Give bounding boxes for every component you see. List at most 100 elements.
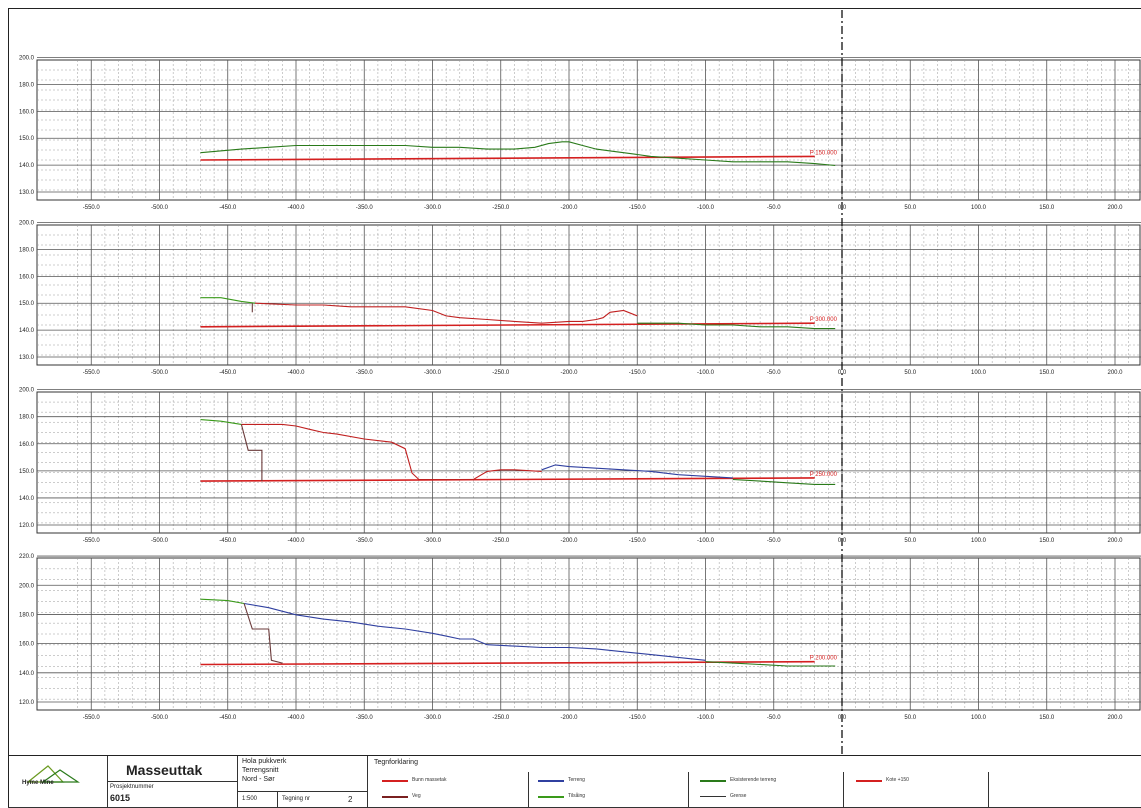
drawing-title: Masseuttak: [126, 762, 203, 778]
y-tick-label: 160.0: [19, 642, 35, 648]
legend-swatch: [856, 780, 882, 782]
subtitle-line2: Terrengsnitt: [242, 767, 279, 774]
subtitle-line1: Hola pukkverk: [242, 758, 287, 765]
y-tick-label: 220.0: [19, 554, 35, 560]
series-line: [637, 322, 836, 330]
x-tick-label: -100.0: [697, 715, 715, 721]
series-line: [254, 302, 638, 324]
series-line: [732, 478, 836, 485]
x-tick-label: -450.0: [219, 370, 237, 376]
y-tick-label: 200.0: [19, 388, 35, 394]
x-tick-label: -300.0: [424, 538, 442, 544]
x-tick-label: -450.0: [219, 715, 237, 721]
x-tick-label: 200.0: [1107, 205, 1123, 211]
x-tick-label: -50.0: [767, 370, 781, 376]
x-tick-label: -400.0: [287, 205, 305, 211]
profile-charts: 130.0 140.0 150.0 160.0 180.0 200.0 -550.0 -500…: [19, 10, 1141, 755]
y-tick-label: 160.0: [19, 442, 35, 448]
y-tick-label: 120.0: [19, 700, 35, 706]
subtitle-line3: Nord - Sør: [242, 776, 275, 783]
legend-cell: Tegnforklaring Bunn massetak Veg Terreng…: [368, 756, 1141, 808]
series-line: [541, 464, 733, 479]
legend-swatch: [700, 796, 726, 797]
x-tick-label: 50.0: [904, 205, 916, 211]
x-tick-label: -150.0: [629, 538, 647, 544]
legend-label: Eksisterende terreng: [730, 777, 777, 783]
scale-cell: 1:500: [238, 792, 278, 808]
x-tick-label: -100.0: [697, 205, 715, 211]
series-line: [200, 141, 836, 167]
legend-label: Tilsåing: [568, 793, 586, 799]
series-line: [200, 322, 815, 328]
logo-cell: Hyme Mine: [8, 756, 108, 808]
series-line: [243, 603, 283, 664]
y-tick-label: 140.0: [19, 328, 35, 334]
drawing-number-cell: Tegning nr 2: [278, 792, 368, 808]
x-tick-label: -450.0: [219, 538, 237, 544]
scale-label: 1:500: [242, 796, 258, 802]
legend-title: Tegnforklaring: [374, 759, 418, 766]
x-tick-label: 200.0: [1107, 715, 1123, 721]
x-tick-label: -500.0: [151, 205, 169, 211]
x-tick-label: -550.0: [83, 715, 101, 721]
legend-swatch: [382, 796, 408, 798]
legend-label: Bunn massetak: [412, 777, 447, 783]
y-tick-label: 180.0: [19, 415, 35, 421]
y-tick-label: 180.0: [19, 247, 35, 253]
x-tick-label: 150.0: [1039, 370, 1055, 376]
y-tick-label: 180.0: [19, 612, 35, 618]
legend-label: Grense: [730, 793, 747, 799]
legend-swatch: [538, 796, 564, 798]
y-tick-label: 160.0: [19, 109, 35, 115]
x-tick-label: -300.0: [424, 715, 442, 721]
x-tick-label: -550.0: [83, 538, 101, 544]
drawing-number: 2: [348, 795, 353, 804]
y-tick-label: 200.0: [19, 221, 35, 227]
x-tick-label: -400.0: [287, 715, 305, 721]
series-line: [200, 477, 815, 482]
y-tick-label: 140.0: [19, 496, 35, 502]
y-tick-label: 160.0: [19, 274, 35, 280]
legend-divider: [843, 772, 844, 807]
y-tick-label: 200.0: [19, 56, 35, 62]
legend-divider: [528, 772, 529, 807]
series-line: [241, 423, 542, 481]
x-tick-label: 100.0: [971, 538, 987, 544]
drawing-sheet: [8, 8, 1141, 807]
profile-label: P 300.000: [810, 317, 838, 323]
y-tick-label: 130.0: [19, 190, 35, 196]
x-tick-label: 50.0: [904, 715, 916, 721]
x-tick-label: 100.0: [971, 370, 987, 376]
x-tick-label: -500.0: [151, 370, 169, 376]
x-tick-label: -300.0: [424, 205, 442, 211]
x-tick-label: -100.0: [697, 538, 715, 544]
x-tick-label: 150.0: [1039, 715, 1055, 721]
legend-swatch: [538, 780, 564, 782]
legend-swatch: [700, 780, 726, 782]
x-tick-label: 100.0: [971, 205, 987, 211]
series-line: [705, 661, 836, 667]
legend-swatch: [382, 780, 408, 782]
x-tick-label: 150.0: [1039, 205, 1055, 211]
y-tick-label: 130.0: [19, 355, 35, 361]
legend-divider: [988, 772, 989, 807]
x-tick-label: -550.0: [83, 205, 101, 211]
series-line: [244, 602, 706, 661]
series-line: [240, 424, 263, 482]
drawing-number-label: Tegning nr: [282, 796, 311, 802]
x-tick-label: -50.0: [767, 205, 781, 211]
title-cell: Masseuttak: [108, 756, 238, 782]
x-tick-label: -250.0: [492, 205, 510, 211]
legend-label: Terreng: [568, 777, 585, 783]
x-tick-label: -250.0: [492, 715, 510, 721]
y-tick-label: 120.0: [19, 523, 35, 529]
x-tick-label: -250.0: [492, 370, 510, 376]
x-tick-label: -350.0: [356, 370, 374, 376]
y-tick-label: 140.0: [19, 671, 35, 677]
x-tick-label: 200.0: [1107, 538, 1123, 544]
x-tick-label: -550.0: [83, 370, 101, 376]
x-tick-label: -350.0: [356, 715, 374, 721]
x-tick-label: -200.0: [560, 715, 578, 721]
y-tick-label: 150.0: [19, 301, 35, 307]
x-tick-label: -50.0: [767, 715, 781, 721]
